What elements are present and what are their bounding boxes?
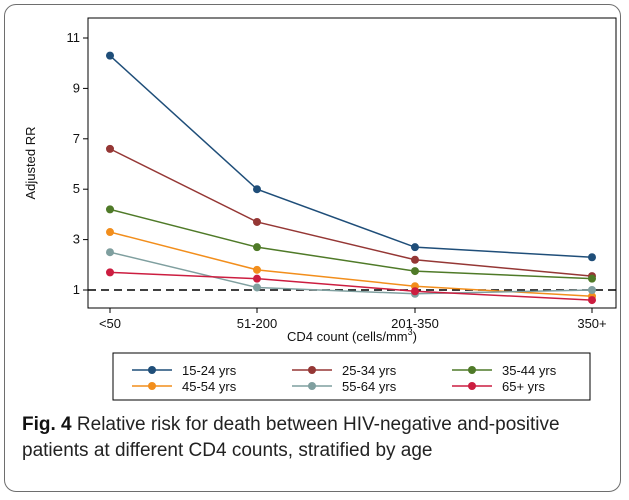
legend-swatch-marker: [468, 366, 476, 374]
data-point: [588, 286, 596, 294]
y-tick-label: 11: [67, 30, 81, 45]
legend-swatch-marker: [148, 366, 156, 374]
data-point: [106, 268, 114, 277]
figure-caption: Fig. 4 Relative risk for death between H…: [22, 412, 612, 464]
legend: 15-24 yrs 25-34 yrs 35-44 yrs 45-54 yrs 55-6…: [132, 363, 557, 394]
y-tick-label: 5: [73, 181, 80, 196]
series-25-34-yrs: [106, 144, 596, 281]
data-point: [253, 243, 261, 252]
legend-swatch-marker: [148, 382, 156, 390]
y-axis: 1 3 5 7 9 11: [67, 30, 88, 297]
data-point: [588, 274, 596, 283]
series-line: [109, 148, 593, 277]
line-chart: 1 3 5 7 9 11 <50 51-200 201-350 350+ Adjusted RR…: [23, 17, 617, 401]
legend-label: 55-64 yrs: [342, 379, 397, 394]
legend-label: 45-54 yrs: [182, 379, 237, 394]
figure-frame: [4, 4, 621, 492]
data-point: [588, 253, 596, 262]
data-point: [253, 217, 261, 226]
legend-item: 25-34 yrs: [292, 363, 397, 378]
series-line: [109, 251, 593, 295]
y-tick-label: 1: [73, 282, 80, 297]
caption-text: Relative risk for death between HIV-nega…: [22, 414, 560, 461]
legend-item: 45-54 yrs: [132, 379, 237, 394]
series-line: [109, 55, 593, 258]
series-group: [106, 51, 596, 305]
data-point: [106, 205, 114, 214]
x-axis: <50 51-200 201-350 350+: [99, 308, 607, 331]
legend-item: 35-44 yrs: [452, 363, 557, 378]
x-axis-title: CD4 count (cells/mm3): [287, 327, 417, 344]
legend-item: 65+ yrs: [452, 379, 545, 394]
data-point: [253, 265, 261, 274]
series-65-yrs: [106, 268, 596, 305]
x-tick-label: 201-350: [391, 316, 439, 331]
data-point: [106, 51, 114, 60]
data-point: [106, 248, 114, 257]
x-axis-title-main: CD4 count (cells/mm: [287, 329, 408, 344]
data-point: [253, 185, 261, 194]
data-point: [411, 287, 419, 296]
legend-swatch-marker: [468, 382, 476, 390]
x-axis-title-sup: 3: [408, 327, 413, 337]
legend-label: 25-34 yrs: [342, 363, 397, 378]
y-axis-title: Adjusted RR: [23, 127, 38, 200]
legend-item: 55-64 yrs: [292, 379, 397, 394]
series-line: [109, 208, 593, 280]
y-tick-label: 3: [73, 232, 80, 247]
x-tick-label: 51-200: [237, 316, 277, 331]
series-35-44-yrs: [106, 205, 596, 283]
data-point: [588, 296, 596, 305]
legend-item: 15-24 yrs: [132, 363, 237, 378]
y-tick-label: 7: [73, 131, 80, 146]
y-tick-label: 9: [73, 80, 80, 95]
legend-label: 65+ yrs: [502, 379, 545, 394]
legend-label: 35-44 yrs: [502, 363, 557, 378]
x-tick-label: <50: [99, 316, 121, 331]
plot-area: [87, 17, 617, 309]
legend-swatch-marker: [308, 382, 316, 390]
data-point: [106, 144, 114, 153]
legend-label: 15-24 yrs: [182, 363, 237, 378]
series-line: [109, 271, 593, 301]
series-15-24-yrs: [106, 51, 596, 262]
data-point: [411, 243, 419, 252]
caption-label: Fig. 4: [22, 414, 72, 435]
data-point: [106, 228, 114, 237]
data-point: [253, 274, 261, 283]
legend-box: [112, 352, 591, 401]
data-point: [411, 255, 419, 264]
data-point: [411, 267, 419, 276]
data-point: [253, 283, 261, 292]
x-tick-label: 350+: [577, 316, 606, 331]
legend-swatch-marker: [308, 366, 316, 374]
x-axis-title-end: ): [413, 329, 417, 344]
